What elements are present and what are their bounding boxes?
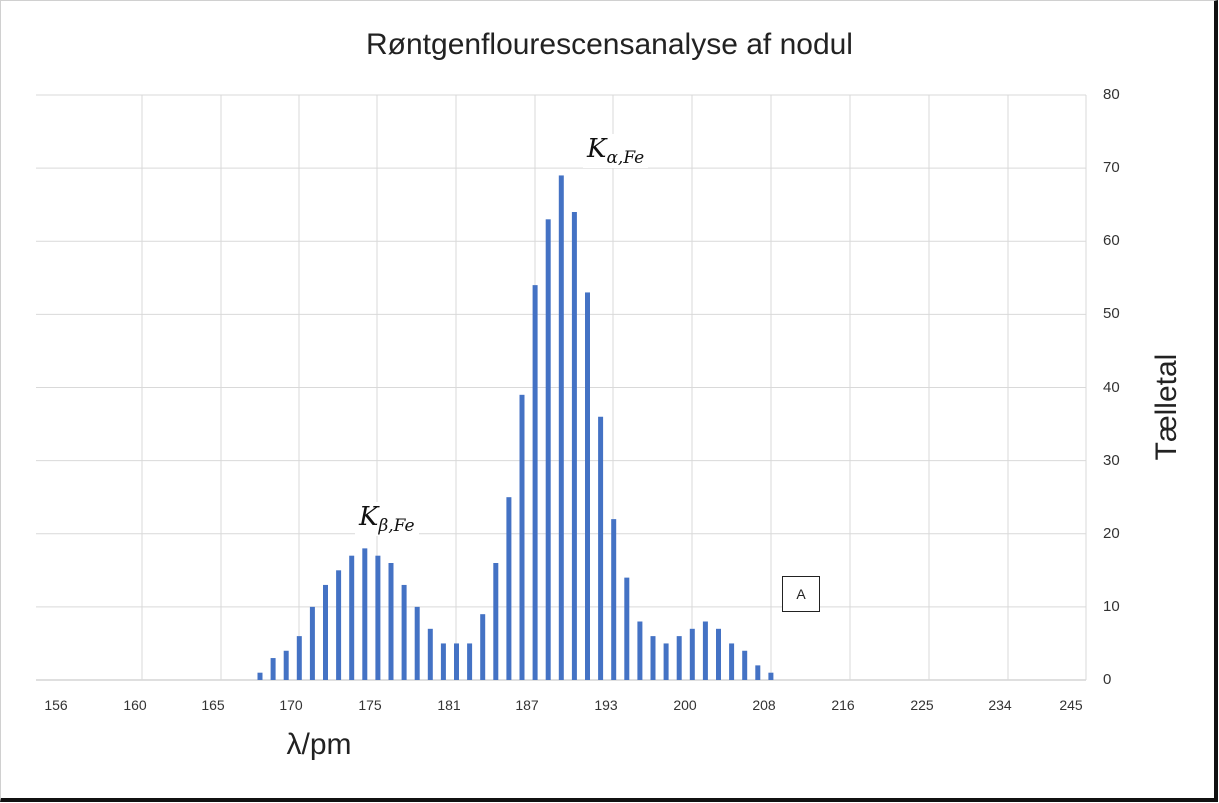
x-tick-label: 175: [358, 697, 382, 713]
x-tick-label: 245: [1059, 697, 1083, 713]
bar: [493, 563, 499, 680]
bar: [558, 175, 564, 680]
bar: [545, 219, 551, 680]
bar: [257, 672, 263, 680]
bar: [309, 606, 315, 680]
x-tick-label: 208: [752, 697, 776, 713]
x-tick-label: 187: [515, 697, 539, 713]
x-tick-label: 160: [123, 697, 147, 713]
y-tick-label: 60: [1103, 232, 1120, 250]
bar: [401, 584, 407, 680]
bar: [716, 628, 721, 680]
chart-title: Røntgenflourescensanalyse af nodul: [366, 28, 853, 61]
bar: [427, 628, 433, 680]
bar: [532, 285, 538, 680]
bar: [742, 650, 748, 680]
y-tick-label: 30: [1103, 451, 1120, 469]
bar: [467, 643, 473, 680]
bar: [729, 643, 735, 680]
y-tick-label: 70: [1103, 159, 1120, 177]
y-tick-label: 50: [1103, 305, 1120, 323]
bar: [702, 621, 708, 680]
bar: [768, 672, 774, 680]
k-alpha-annotation: Kα,Fe: [583, 134, 649, 169]
bar: [637, 621, 643, 680]
x-tick-label: 165: [201, 697, 225, 713]
x-tick-label: 170: [279, 697, 303, 713]
bar: [323, 584, 328, 680]
y-tick-label: 20: [1103, 524, 1120, 542]
bar: [611, 519, 617, 680]
bar: [375, 555, 381, 680]
bar: [296, 636, 302, 680]
x-tick-label: 181: [437, 697, 461, 713]
bar: [598, 416, 604, 680]
bar: [480, 614, 486, 680]
bar: [283, 650, 289, 680]
bar: [689, 628, 695, 680]
bar: [585, 292, 590, 680]
bar: [571, 212, 577, 680]
k-beta-annotation: Kβ,Fe: [355, 502, 419, 537]
bar: [388, 563, 394, 680]
bar: [440, 643, 446, 680]
y-axis-title: Tælletal: [1150, 353, 1183, 461]
bar: [270, 658, 276, 680]
y-tick-label: 10: [1103, 597, 1120, 615]
x-axis-title: λ/pm: [286, 728, 352, 761]
bar: [624, 577, 630, 680]
bar: [336, 570, 342, 680]
y-tick-label: 40: [1103, 378, 1120, 396]
x-tick-label: 216: [831, 697, 855, 713]
bar: [349, 555, 355, 680]
bar: [663, 643, 669, 680]
y-tick-label: 0: [1103, 671, 1112, 688]
annotation-box-a: A: [782, 576, 820, 612]
bar: [519, 394, 525, 680]
bar: [454, 643, 459, 680]
x-tick-label: 234: [988, 697, 1012, 713]
bar: [414, 606, 420, 680]
x-tick-label: 225: [910, 697, 934, 713]
bar: [650, 636, 656, 680]
bar: [506, 497, 512, 680]
bar: [676, 636, 682, 680]
bar: [755, 665, 761, 680]
x-tick-label: 156: [44, 697, 68, 713]
x-tick-label: 200: [673, 697, 697, 713]
y-tick-label: 80: [1103, 86, 1120, 103]
bar: [362, 548, 368, 680]
x-tick-label: 193: [594, 697, 618, 713]
